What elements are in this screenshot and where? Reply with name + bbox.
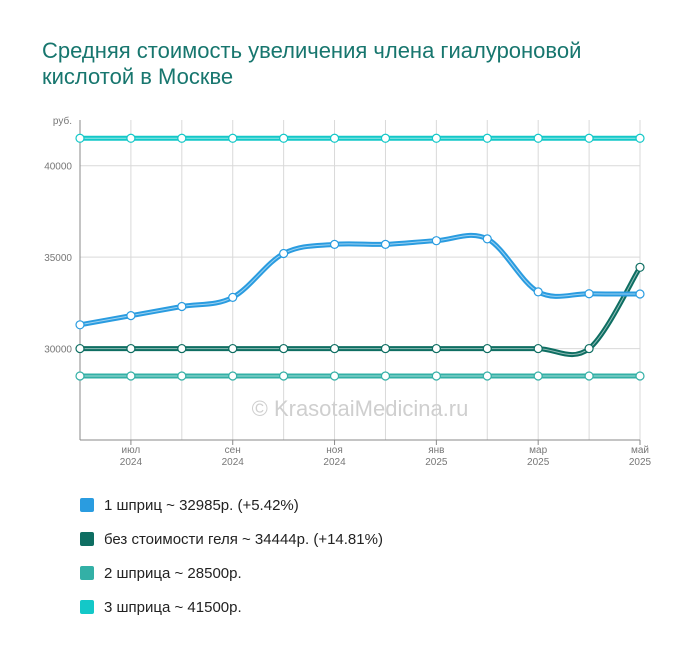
data-point[interactable] — [584, 289, 594, 299]
chart-title: Средняя стоимость увеличения члена гиалу… — [42, 38, 582, 89]
x-tick-year-label: 2024 — [120, 457, 143, 468]
data-point[interactable] — [279, 343, 289, 354]
data-point[interactable] — [380, 343, 391, 354]
data-point[interactable] — [431, 371, 441, 381]
x-tick-year-label: 2025 — [629, 457, 652, 468]
data-point[interactable] — [329, 371, 340, 381]
data-point[interactable] — [635, 371, 645, 381]
data-point[interactable] — [482, 343, 492, 354]
data-point[interactable] — [75, 320, 85, 330]
data-point[interactable] — [228, 343, 238, 354]
data-point[interactable] — [177, 343, 187, 354]
data-point[interactable] — [228, 133, 238, 143]
data-point[interactable] — [126, 133, 136, 143]
legend-item[interactable]: 3 шприца ~ 41500р. — [80, 590, 383, 624]
legend-swatch — [80, 600, 94, 614]
y-tick-label: 30000 — [44, 345, 72, 356]
series-line — [77, 232, 643, 328]
data-point[interactable] — [533, 343, 543, 354]
data-point[interactable] — [635, 262, 645, 272]
x-tick-label: мар — [529, 445, 547, 456]
legend-swatch — [80, 566, 94, 580]
legend-item[interactable]: 2 шприца ~ 28500р. — [80, 556, 383, 590]
data-point[interactable] — [635, 289, 645, 299]
data-point[interactable] — [533, 371, 543, 381]
legend-label: 3 шприца ~ 41500р. — [104, 598, 242, 616]
data-point[interactable] — [584, 371, 594, 381]
legend-swatch — [80, 532, 94, 546]
legend-swatch — [80, 498, 94, 512]
data-point[interactable] — [584, 133, 594, 143]
legend-label: без стоимости геля ~ 34444р. (+14.81%) — [104, 530, 383, 548]
x-tick-label: ноя — [326, 445, 343, 456]
data-point[interactable] — [126, 343, 136, 354]
data-point[interactable] — [380, 239, 391, 249]
data-point[interactable] — [279, 371, 289, 381]
y-unit-label: руб. — [53, 115, 72, 127]
data-point[interactable] — [533, 287, 543, 297]
y-tick-label: 35000 — [44, 253, 72, 264]
data-point[interactable] — [126, 311, 136, 321]
x-tick-label: май — [631, 445, 649, 456]
data-point[interactable] — [329, 239, 340, 249]
data-point[interactable] — [75, 343, 85, 354]
data-point[interactable] — [75, 371, 85, 381]
x-tick-year-label: 2025 — [425, 457, 448, 468]
data-point[interactable] — [380, 371, 391, 381]
data-point[interactable] — [584, 343, 594, 354]
data-point[interactable] — [482, 371, 492, 381]
legend-item[interactable]: без стоимости геля ~ 34444р. (+14.81%) — [80, 522, 383, 556]
legend-item[interactable]: 1 шприц ~ 32985р. (+5.42%) — [80, 488, 383, 522]
data-point[interactable] — [126, 371, 136, 381]
x-tick-label: сен — [225, 445, 241, 456]
chart-legend: 1 шприц ~ 32985р. (+5.42%) без стоимости… — [80, 488, 383, 624]
data-point[interactable] — [482, 234, 492, 244]
x-tick-label: янв — [428, 445, 444, 456]
data-point[interactable] — [329, 343, 340, 354]
y-tick-label: 40000 — [44, 162, 72, 173]
legend-label: 1 шприц ~ 32985р. (+5.42%) — [104, 496, 299, 514]
data-point[interactable] — [533, 133, 543, 143]
data-point[interactable] — [482, 133, 492, 143]
data-point[interactable] — [75, 133, 85, 143]
data-point[interactable] — [635, 133, 645, 143]
data-point[interactable] — [380, 133, 391, 143]
data-point[interactable] — [329, 133, 340, 143]
data-point[interactable] — [431, 236, 441, 246]
data-point[interactable] — [228, 371, 238, 381]
data-point[interactable] — [177, 371, 187, 381]
data-point[interactable] — [177, 133, 187, 143]
data-point[interactable] — [228, 292, 238, 302]
legend-label: 2 шприца ~ 28500р. — [104, 564, 242, 582]
x-tick-year-label: 2025 — [527, 457, 550, 468]
x-tick-year-label: 2024 — [323, 457, 346, 468]
watermark: © KrasotaiMedicina.ru — [252, 396, 469, 421]
data-point[interactable] — [431, 343, 441, 354]
x-tick-year-label: 2024 — [222, 457, 245, 468]
data-point[interactable] — [279, 248, 289, 259]
data-point[interactable] — [279, 133, 289, 143]
data-point[interactable] — [431, 133, 441, 143]
data-point[interactable] — [177, 301, 187, 312]
x-tick-label: июл — [122, 445, 141, 456]
